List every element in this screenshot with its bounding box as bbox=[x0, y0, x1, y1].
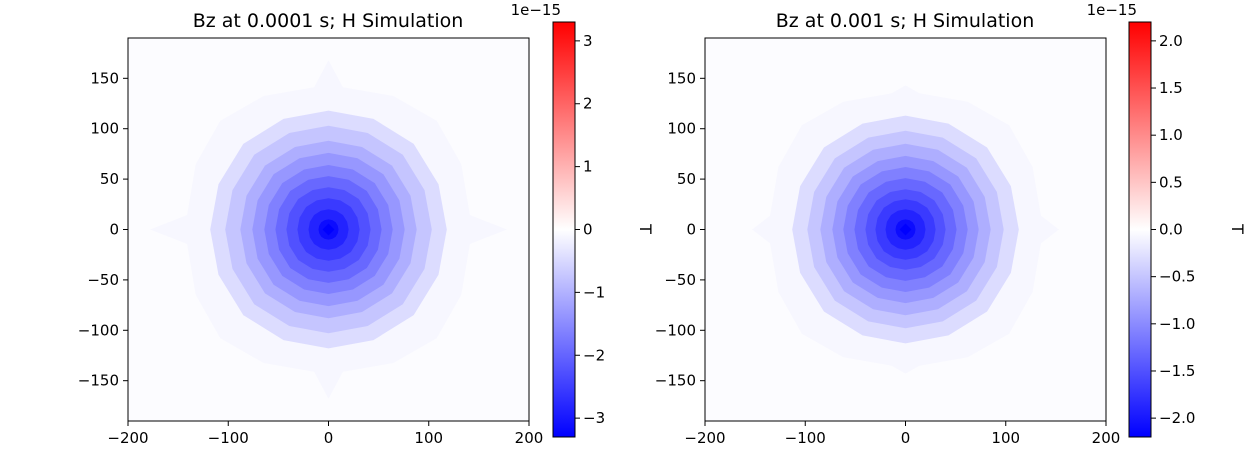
x-tick-label: 100 bbox=[414, 429, 443, 447]
plot-area bbox=[127, 37, 530, 422]
y-tick-label: −50 bbox=[87, 271, 119, 289]
colorbar-gradient bbox=[553, 22, 575, 437]
panel-2: Bz at 0.001 s; H Simulation −200 −100 0 100… bbox=[655, 1, 1247, 447]
plot-title: Bz at 0.0001 s; H Simulation bbox=[193, 10, 464, 32]
contour-peak bbox=[899, 223, 912, 236]
contour-peak bbox=[322, 223, 335, 236]
colorbar-tick-label: 1.5 bbox=[1159, 79, 1183, 97]
x-tick-label: −200 bbox=[684, 429, 725, 447]
x-axis: −200 −100 0 100 200 bbox=[684, 421, 1120, 447]
colorbar-tick-label: 1.0 bbox=[1159, 126, 1183, 144]
colorbar-tick-label: −1.0 bbox=[1159, 315, 1195, 333]
x-tick-label: 0 bbox=[324, 429, 334, 447]
colorbar-tick-label: −1.5 bbox=[1159, 362, 1195, 380]
colorbar-tick-label: 2 bbox=[583, 95, 593, 113]
y-tick-label: −100 bbox=[78, 321, 119, 339]
colorbar-tick-label: −2 bbox=[583, 346, 605, 364]
colorbar-label: T bbox=[1228, 223, 1247, 234]
colorbar-tick-label: 0.5 bbox=[1159, 173, 1183, 191]
colorbar-tick-label: −1 bbox=[583, 283, 605, 301]
x-tick-label: −100 bbox=[785, 429, 826, 447]
colorbar-tick-label: −0.5 bbox=[1159, 268, 1195, 286]
x-tick-label: 0 bbox=[901, 429, 911, 447]
y-tick-label: 0 bbox=[686, 221, 696, 239]
x-tick-label: −200 bbox=[107, 429, 148, 447]
colorbar-tick-label: 0.0 bbox=[1159, 221, 1183, 239]
y-tick-label: −150 bbox=[78, 372, 119, 390]
x-tick-label: 200 bbox=[1092, 429, 1121, 447]
panel-1: Bz at 0.0001 s; H Simulation −200 −100 0 10… bbox=[78, 1, 655, 447]
colorbar: 2.0 1.5 1.0 0.5 0.0 −0.5 −1.0 −1.5 −2.0 1e−15 T bbox=[1087, 1, 1247, 438]
y-tick-label: 150 bbox=[667, 69, 696, 87]
colorbar-tick-label: −2.0 bbox=[1159, 409, 1195, 427]
y-tick-label: −100 bbox=[655, 321, 696, 339]
colorbar-ticks: 3 2 1 0 −1 −2 −3 bbox=[575, 32, 605, 427]
y-tick-label: 0 bbox=[109, 221, 119, 239]
y-tick-label: 150 bbox=[90, 69, 119, 87]
y-tick-label: 100 bbox=[667, 120, 696, 138]
colorbar-gradient bbox=[1129, 22, 1151, 437]
x-axis: −200 −100 0 100 200 bbox=[107, 421, 543, 447]
y-tick-label: −150 bbox=[655, 372, 696, 390]
colorbar-tick-label: 3 bbox=[583, 32, 593, 50]
x-tick-label: 200 bbox=[515, 429, 544, 447]
colorbar-tick-label: 2.0 bbox=[1159, 32, 1183, 50]
y-tick-label: 100 bbox=[90, 120, 119, 138]
y-axis: 150 100 50 0 −50 −100 −150 bbox=[655, 69, 705, 390]
colorbar-tick-label: −3 bbox=[583, 409, 605, 427]
plot-area bbox=[704, 37, 1107, 422]
plot-title: Bz at 0.001 s; H Simulation bbox=[776, 10, 1035, 32]
contour-layer bbox=[705, 38, 1106, 421]
colorbar-offset-text: 1e−15 bbox=[511, 1, 561, 19]
contour-layer bbox=[128, 38, 529, 421]
colorbar-offset-text: 1e−15 bbox=[1087, 1, 1137, 19]
y-tick-label: −50 bbox=[664, 271, 696, 289]
y-tick-label: 50 bbox=[100, 170, 119, 188]
x-tick-label: 100 bbox=[991, 429, 1020, 447]
y-axis: 150 100 50 0 −50 −100 −150 bbox=[78, 69, 128, 390]
y-tick-label: 50 bbox=[677, 170, 696, 188]
colorbar-label: T bbox=[636, 223, 655, 234]
colorbar-ticks: 2.0 1.5 1.0 0.5 0.0 −0.5 −1.0 −1.5 −2.0 bbox=[1151, 32, 1195, 427]
colorbar-tick-label: 1 bbox=[583, 158, 593, 176]
colorbar-tick-label: 0 bbox=[583, 221, 593, 239]
colorbar: 3 2 1 0 −1 −2 −3 1e−15 T bbox=[511, 1, 655, 438]
x-tick-label: −100 bbox=[208, 429, 249, 447]
